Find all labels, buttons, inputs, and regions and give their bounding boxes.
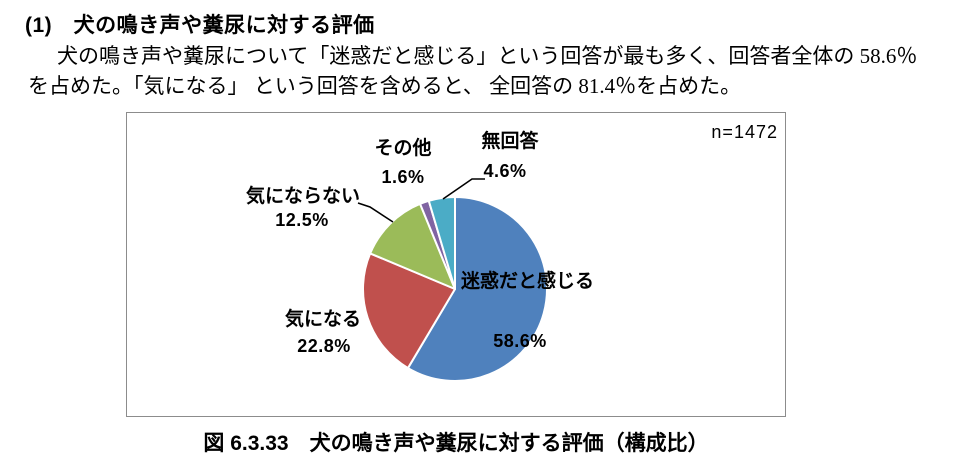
slice-pct-mukaitou: 4.6% — [483, 161, 527, 181]
body-line-2: を占めた。「気になる」 という回答を含めると、 全回答の 81.4％を占めた。 — [28, 74, 742, 98]
slice-pct-meiwaku: 58.6% — [493, 331, 547, 351]
slice-label-sonota: その他 — [374, 138, 432, 159]
slice-pct-kininaranai: 12.5% — [275, 210, 329, 230]
sample-size-label: n=1472 — [711, 122, 778, 142]
slice-label-meiwaku: 迷惑だと感じる — [461, 271, 595, 292]
pie-slices — [362, 196, 548, 382]
pie-slice-5 — [427, 196, 456, 290]
slice-label-kininaranai: 気にならない — [245, 186, 361, 207]
chart-frame: n=1472 無回答 4.6% その他 1.6% 気にならない 12.5% 気に… — [126, 112, 786, 417]
slice-pct-sonota: 1.6% — [381, 167, 425, 187]
leader-line-kininaranai — [357, 202, 394, 223]
leader-line-mukaitou — [442, 178, 485, 200]
section-heading: (1) 犬の鳴き声や糞尿に対する評価 — [25, 14, 375, 37]
pie-slice-1 — [406, 196, 548, 382]
body-line-1: 犬の鳴き声や糞尿について「迷惑だと感じる」という回答が最も多く、回答者全体の 5… — [57, 44, 918, 68]
pie-chart — [357, 178, 548, 382]
slice-label-kininaru: 気になる — [284, 309, 362, 330]
pie-slice-2 — [362, 252, 456, 370]
pie-slice-3 — [369, 202, 456, 290]
slice-label-mukaitou: 無回答 — [481, 131, 539, 152]
figure-caption: 図 6.3.33 犬の鳴き声や糞尿に対する評価（構成比） — [203, 432, 709, 455]
slice-pct-kininaru: 22.8% — [297, 336, 351, 356]
body-paragraph: 犬の鳴き声や糞尿について「迷惑だと感じる」という回答が最も多く、回答者全体の 5… — [28, 41, 942, 101]
